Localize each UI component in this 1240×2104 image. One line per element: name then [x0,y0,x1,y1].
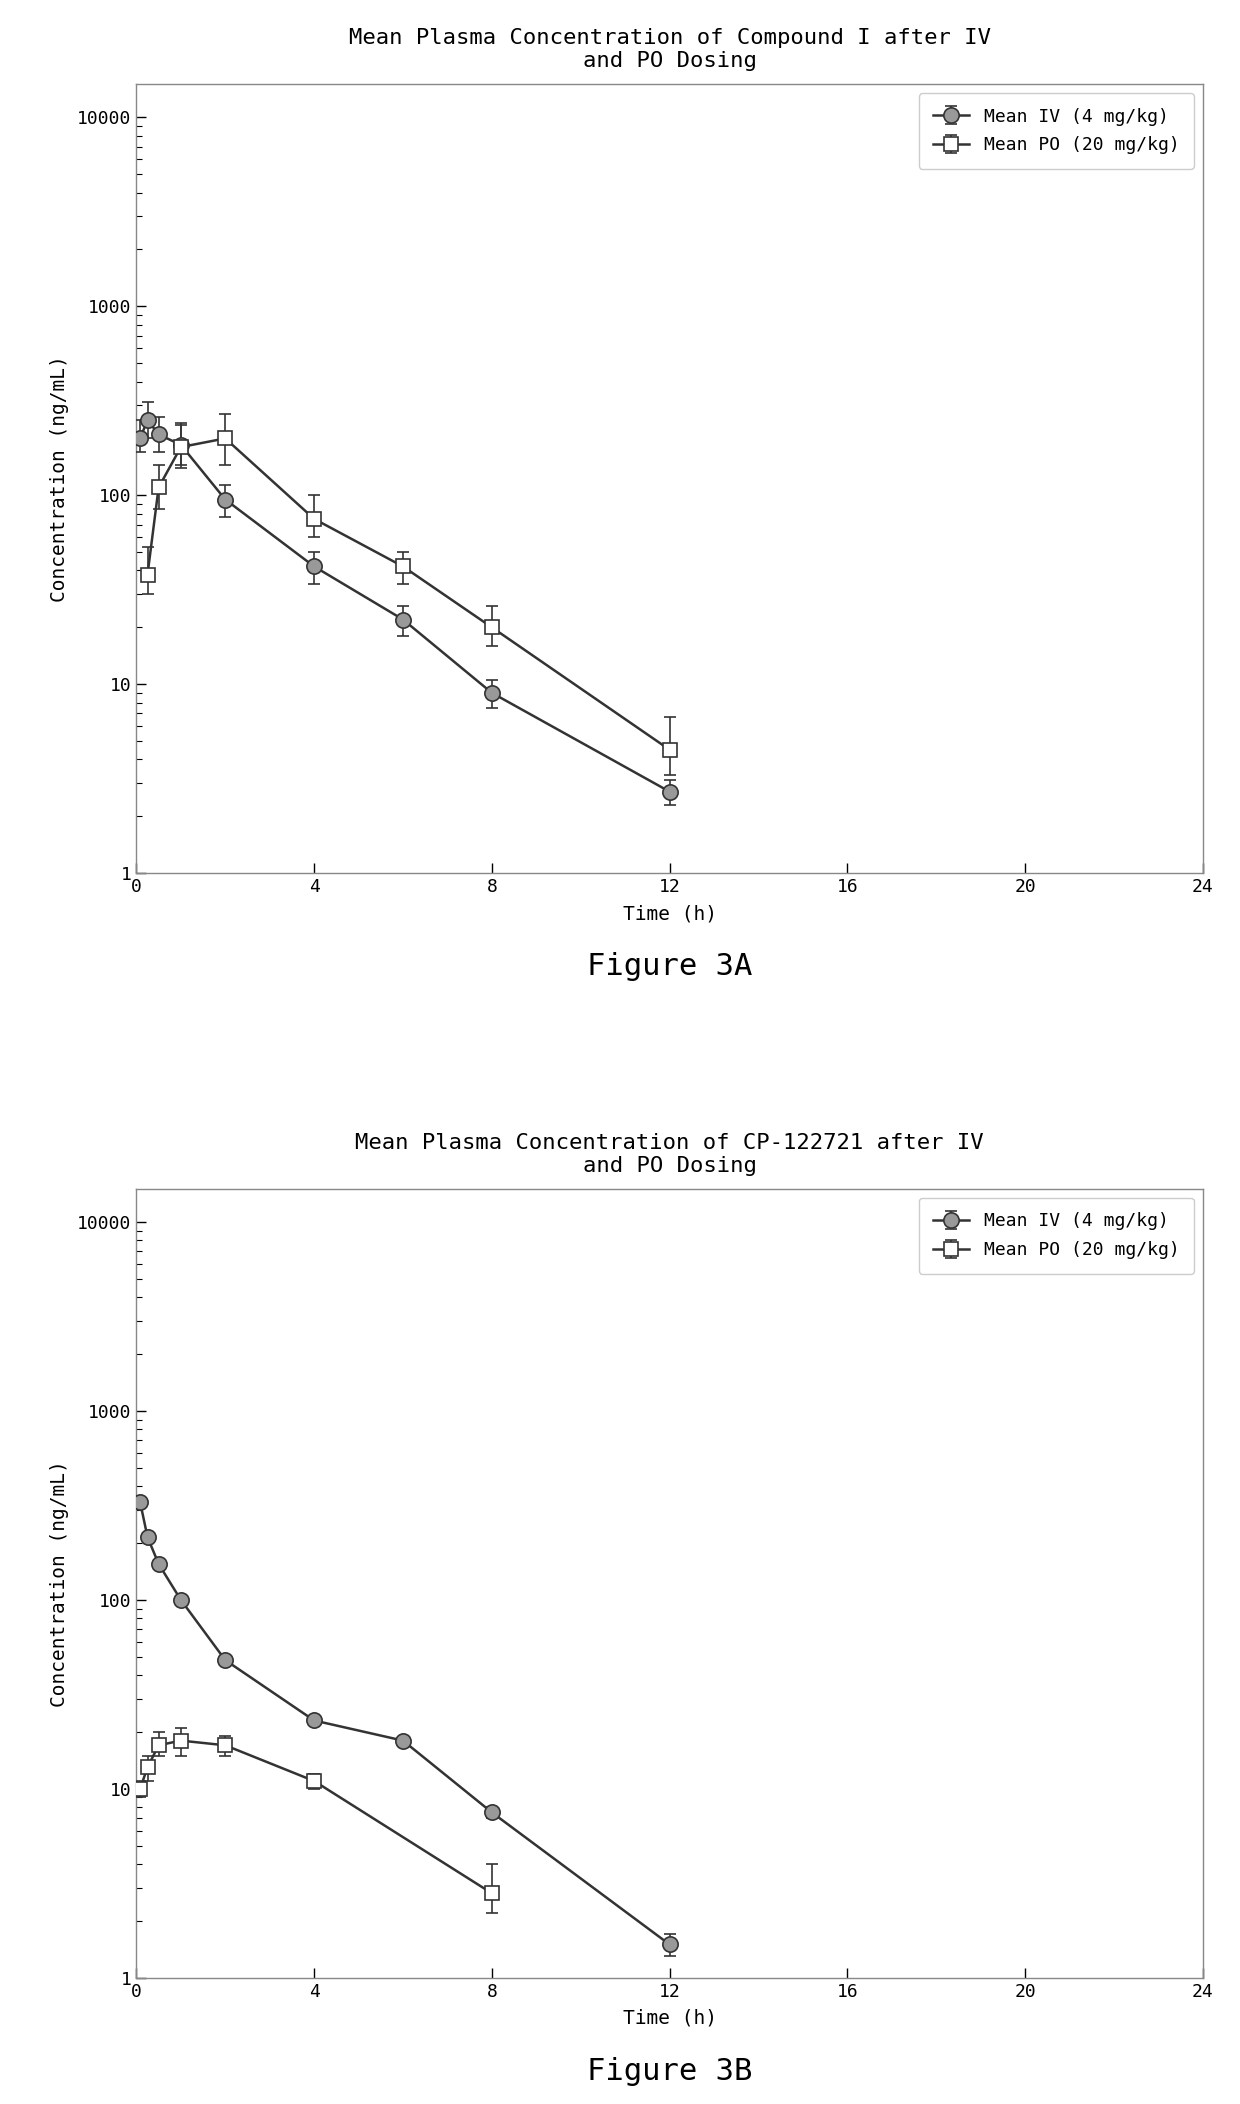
Legend: Mean IV (4 mg/kg), Mean PO (20 mg/kg): Mean IV (4 mg/kg), Mean PO (20 mg/kg) [919,1197,1194,1273]
Y-axis label: Concentration (ng/mL): Concentration (ng/mL) [50,1460,69,1706]
Text: Figure 3A: Figure 3A [587,953,753,980]
Title: Mean Plasma Concentration of CP-122721 after IV
and PO Dosing: Mean Plasma Concentration of CP-122721 a… [356,1132,983,1176]
Y-axis label: Concentration (ng/mL): Concentration (ng/mL) [50,356,69,602]
X-axis label: Time (h): Time (h) [622,2009,717,2028]
Title: Mean Plasma Concentration of Compound I after IV
and PO Dosing: Mean Plasma Concentration of Compound I … [348,27,991,72]
Legend: Mean IV (4 mg/kg), Mean PO (20 mg/kg): Mean IV (4 mg/kg), Mean PO (20 mg/kg) [919,93,1194,168]
Text: Figure 3B: Figure 3B [587,2058,753,2085]
X-axis label: Time (h): Time (h) [622,905,717,924]
